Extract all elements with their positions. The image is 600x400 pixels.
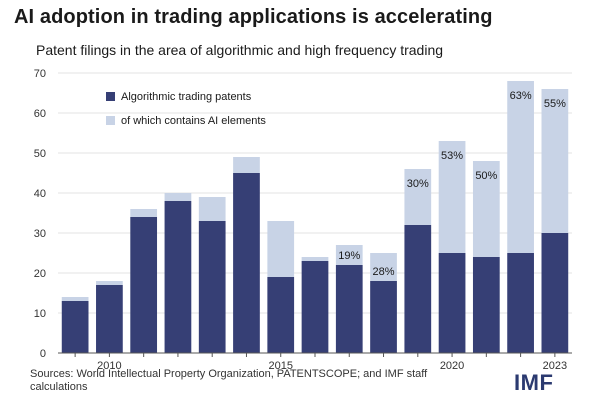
bar-ai-2010 [96,281,123,285]
bar-algorithmic-2019 [404,225,432,353]
bar-ai-2012 [164,193,192,201]
bar-algorithmic-2020 [438,253,466,353]
legend-label-ai: of which contains AI elements [121,115,266,127]
bar-percent-label-2023: 55% [544,98,566,110]
bar-ai-2023 [541,89,569,233]
y-tick-label: 70 [34,68,46,80]
bar-percent-label-2020: 53% [441,150,463,162]
bar-algorithmic-2018 [370,281,397,353]
bar-percent-label-2022: 63% [510,90,532,102]
bar-algorithmic-2016 [301,261,329,353]
bar-ai-2017 [335,245,363,265]
bar-ai-2022 [507,81,534,253]
x-tick-label: 2020 [440,360,464,372]
bar-ai-2018 [370,253,397,281]
y-tick-label: 30 [34,228,46,240]
bar-algorithmic-2012 [164,201,192,353]
legend-swatch-algorithmic [106,92,115,101]
y-tick-label: 0 [40,348,46,360]
bar-algorithmic-2010 [96,285,123,353]
y-tick-label: 60 [34,108,46,120]
bar-algorithmic-2022 [507,253,534,353]
chart-subtitle: Patent filings in the area of algorithmi… [36,42,444,58]
legend: Algorithmic trading patents of which cont… [106,91,266,127]
bar-algorithmic-2009 [61,301,89,353]
bar-ai-2016 [301,257,329,261]
y-tick-label: 10 [34,308,46,320]
bar-algorithmic-2023 [541,233,569,353]
bar-algorithmic-2011 [130,217,158,353]
bar-ai-2014 [233,157,260,173]
bar-ai-2013 [198,197,226,221]
legend-label-algorithmic: Algorithmic trading patents [121,91,252,103]
bar-algorithmic-2015 [267,277,295,353]
bar-algorithmic-2014 [233,173,260,353]
axes: 0 10 20 30 40 50 60 70 2010 2015 2020 2023 [34,68,572,372]
imf-logo: IMF [514,370,554,395]
bar-percent-label-2021: 50% [475,170,497,182]
source-note: Sources: World Intellectual Property Org… [30,368,428,393]
y-tick-label: 40 [34,188,46,200]
bar-percent-label-2017: 19% [338,250,360,262]
bar-ai-2011 [130,209,158,217]
chart-title: AI adoption in trading applications is a… [14,6,493,28]
bar-percent-label-2019: 30% [407,178,429,190]
bar-algorithmic-2013 [198,221,226,353]
bar-algorithmic-2021 [472,257,500,353]
bar-algorithmic-2017 [335,265,363,353]
bar-percent-label-2018: 28% [373,266,395,278]
legend-swatch-ai [106,116,115,125]
bar-ai-2015 [267,221,295,277]
bar-ai-2021 [472,161,500,257]
bar-ai-2009 [61,297,89,301]
bar-ai-2019 [404,169,432,225]
bars: 19% 28% 30% 53% 50% 63% 55% [61,81,569,353]
x-tick-label: 2023 [543,360,567,372]
y-tick-label: 50 [34,148,46,160]
x-tick-label: 2010 [97,360,121,372]
x-tick-label: 2015 [268,360,292,372]
y-tick-label: 20 [34,268,46,280]
bar-ai-2020 [438,141,466,253]
